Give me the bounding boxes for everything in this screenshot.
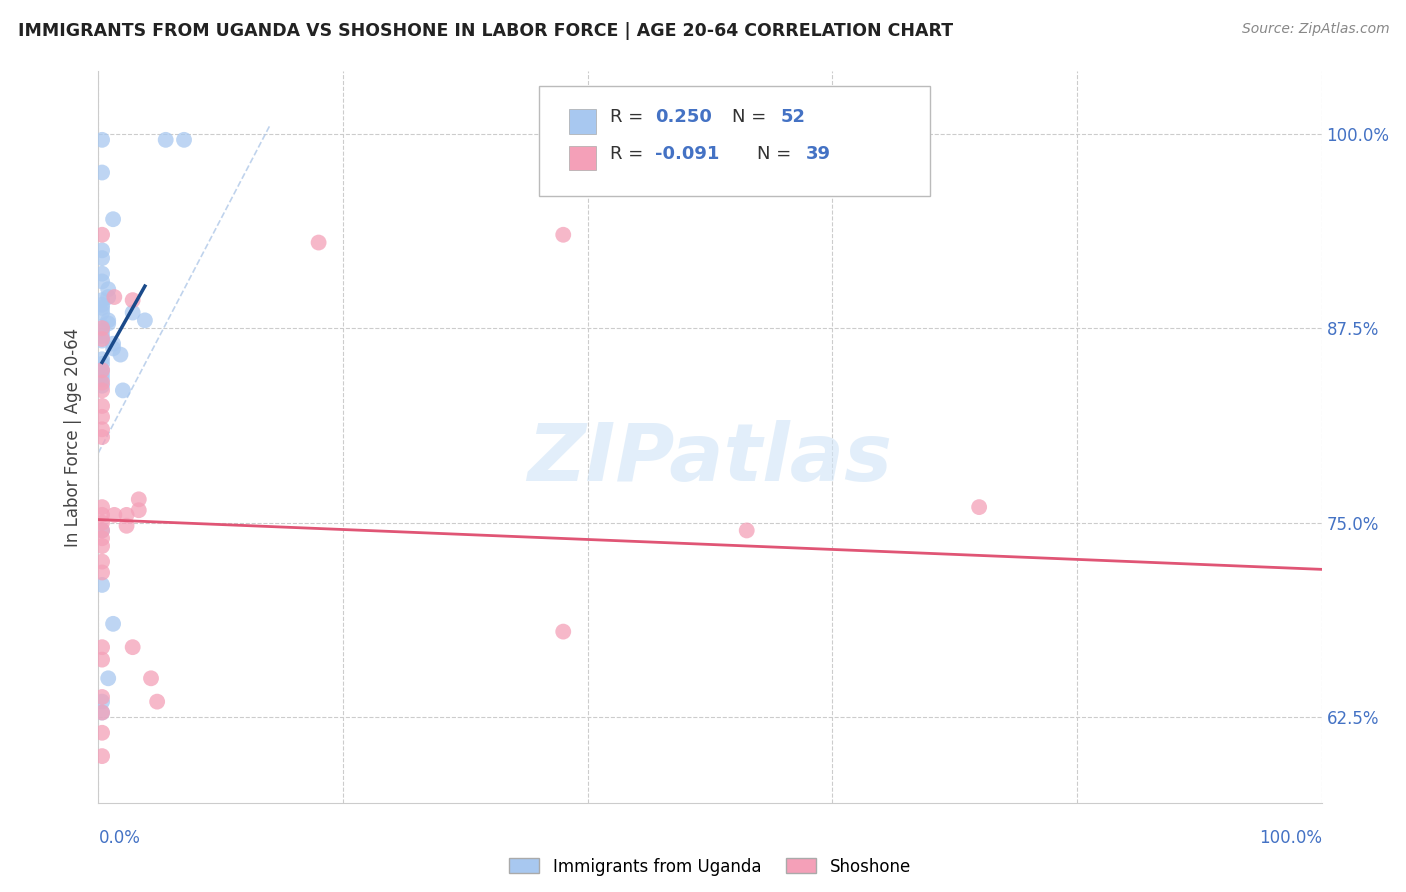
Point — [91, 508, 114, 522]
Point — [91, 378, 114, 392]
Point — [91, 324, 114, 338]
Point — [173, 133, 195, 147]
Point — [101, 616, 124, 631]
Point — [553, 227, 575, 242]
Point — [91, 329, 114, 343]
Point — [121, 293, 143, 307]
Text: 0.0%: 0.0% — [98, 829, 141, 847]
Point — [101, 342, 124, 356]
Point — [91, 430, 114, 444]
Point — [91, 384, 114, 398]
Point — [91, 409, 114, 424]
Point — [308, 235, 330, 250]
Text: ZIPatlas: ZIPatlas — [527, 420, 893, 498]
Point — [91, 500, 114, 515]
Point — [97, 317, 120, 331]
Point — [91, 298, 114, 312]
Point — [121, 640, 143, 655]
Text: 52: 52 — [780, 109, 806, 127]
Point — [91, 305, 114, 319]
Point — [967, 500, 990, 515]
Text: IMMIGRANTS FROM UGANDA VS SHOSHONE IN LABOR FORCE | AGE 20-64 CORRELATION CHART: IMMIGRANTS FROM UGANDA VS SHOSHONE IN LA… — [18, 22, 953, 40]
Legend: Immigrants from Uganda, Shoshone: Immigrants from Uganda, Shoshone — [503, 851, 917, 882]
Point — [111, 384, 134, 398]
Point — [91, 368, 114, 382]
Point — [91, 690, 114, 704]
Point — [91, 531, 114, 545]
Point — [101, 336, 124, 351]
Point — [91, 321, 114, 335]
Point — [128, 492, 150, 507]
Point — [91, 332, 114, 346]
Point — [735, 524, 758, 538]
Point — [91, 363, 114, 377]
FancyBboxPatch shape — [569, 146, 596, 170]
Point — [103, 508, 125, 522]
Point — [134, 313, 156, 327]
Point — [91, 706, 114, 720]
Point — [91, 566, 114, 580]
Point — [91, 301, 114, 315]
Text: Source: ZipAtlas.com: Source: ZipAtlas.com — [1241, 22, 1389, 37]
FancyBboxPatch shape — [538, 86, 931, 195]
Point — [91, 376, 114, 390]
Point — [115, 508, 138, 522]
Point — [91, 357, 114, 371]
Point — [91, 640, 114, 655]
Text: -0.091: -0.091 — [655, 145, 720, 163]
Point — [91, 555, 114, 569]
Point — [91, 695, 114, 709]
Text: 100.0%: 100.0% — [1258, 829, 1322, 847]
Point — [115, 518, 138, 533]
Point — [91, 133, 114, 147]
Point — [91, 539, 114, 553]
Point — [91, 524, 114, 538]
Point — [97, 290, 120, 304]
Text: R =: R = — [610, 109, 648, 127]
Y-axis label: In Labor Force | Age 20-64: In Labor Force | Age 20-64 — [65, 327, 83, 547]
Point — [110, 348, 132, 362]
Point — [97, 313, 120, 327]
Point — [553, 624, 575, 639]
Point — [121, 305, 143, 319]
Point — [101, 212, 124, 227]
Text: 0.250: 0.250 — [655, 109, 711, 127]
Point — [91, 422, 114, 436]
Point — [91, 749, 114, 764]
Point — [103, 290, 125, 304]
Point — [128, 503, 150, 517]
Point — [91, 244, 114, 258]
Point — [91, 275, 114, 289]
Point — [91, 524, 114, 538]
Text: R =: R = — [610, 145, 648, 163]
FancyBboxPatch shape — [569, 110, 596, 134]
Point — [91, 334, 114, 348]
Point — [139, 671, 162, 685]
Point — [146, 695, 169, 709]
Point — [91, 706, 114, 720]
Point — [91, 227, 114, 242]
Point — [91, 399, 114, 413]
Point — [91, 352, 114, 367]
Text: N =: N = — [756, 145, 797, 163]
Point — [91, 725, 114, 739]
Point — [91, 652, 114, 666]
Point — [155, 133, 177, 147]
Point — [97, 671, 120, 685]
Point — [91, 372, 114, 386]
Point — [91, 251, 114, 265]
Point — [91, 516, 114, 530]
Point — [91, 319, 114, 334]
Point — [91, 578, 114, 592]
Text: N =: N = — [733, 109, 772, 127]
Point — [91, 267, 114, 281]
Text: 39: 39 — [806, 145, 831, 163]
Point — [91, 293, 114, 307]
Point — [91, 165, 114, 179]
Point — [91, 363, 114, 377]
Point — [97, 282, 120, 296]
